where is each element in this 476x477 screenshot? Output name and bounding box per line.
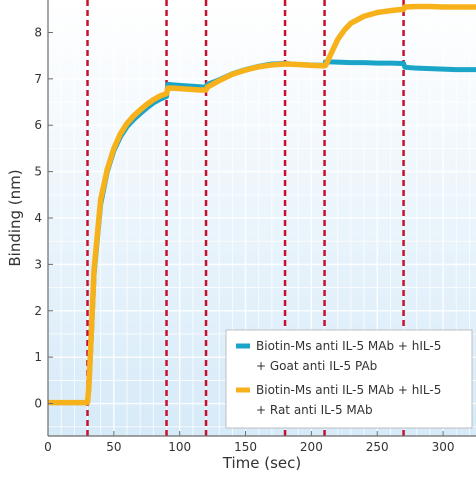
axes [47, 0, 476, 437]
legend-label-series-2-line-1: Biotin-Ms anti IL-5 MAb + hIL-5 [256, 383, 441, 397]
x-tick-label: 0 [44, 440, 52, 454]
legend-box [225, 329, 473, 429]
y-tick-label: 5 [34, 165, 42, 179]
y-tick-label: 2 [34, 304, 42, 318]
legend-label-series-1-line-1: Biotin-Ms anti IL-5 MAb + hIL-5 [256, 339, 441, 353]
series-line-2 [48, 3, 476, 406]
y-tick-label: 6 [34, 118, 42, 132]
y-tick-label: 8 [34, 25, 42, 39]
legend: Biotin-Ms anti IL-5 MAb + hIL-5 + Goat a… [225, 329, 473, 429]
series-lines [48, 3, 476, 406]
x-axis-title: Time (sec) [222, 454, 301, 472]
y-tick-label: 3 [34, 257, 42, 271]
x-tick-label: 300 [432, 440, 455, 454]
y-tick-label: 0 [34, 397, 42, 411]
x-tick-label: 150 [234, 440, 257, 454]
x-tick-label: 50 [106, 440, 121, 454]
y-tick-label: 7 [34, 72, 42, 86]
x-tick-label: 250 [366, 440, 389, 454]
y-tick-label: 4 [34, 211, 42, 225]
x-tick-label: 200 [300, 440, 323, 454]
legend-label-series-2-line-2: + Rat anti IL-5 MAb [256, 403, 373, 417]
legend-label-series-1-line-2: + Goat anti IL-5 PAb [256, 359, 377, 373]
y-tick-label: 1 [34, 350, 42, 364]
y-axis-title: Binding (nm) [6, 169, 24, 266]
tick-labels: 0 50 100 150 200 250 300 0 1 2 3 4 5 6 7 8 [34, 25, 454, 454]
x-tick-label: 100 [168, 440, 191, 454]
